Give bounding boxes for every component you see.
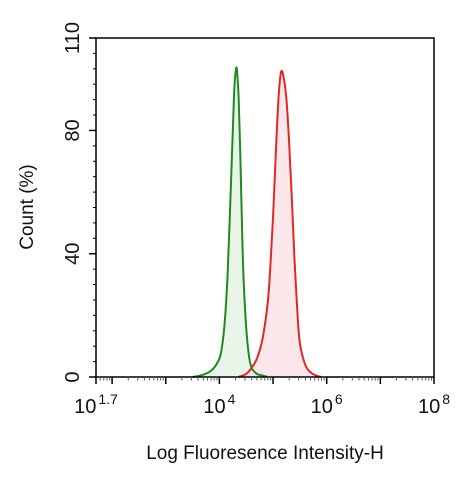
series-lines: [192, 66, 322, 378]
y-ticks: 0 40 80 110: [62, 22, 96, 383]
y-axis-title: Count (%): [17, 164, 38, 250]
y-tick-label: 80: [62, 119, 84, 141]
series-1-line: [192, 66, 268, 378]
y-tick-label: 110: [62, 22, 84, 54]
x-axis-title: Log Fluoresence Intensity-H: [146, 443, 384, 464]
y-tick-label: 0: [62, 371, 84, 382]
x-tick-label: 10 4: [203, 391, 235, 418]
series-fills: [192, 67, 322, 378]
x-tick-label: 10 8: [418, 391, 450, 418]
x-tick-label: 10 6: [311, 391, 343, 418]
series-2-line: [237, 69, 322, 378]
x-tick-label: 10 1.7: [74, 391, 118, 418]
series-2-area: [238, 70, 322, 378]
y-tick-label: 40: [62, 243, 84, 265]
x-ticks: 10 1.7 10 4 10 6 10 8: [74, 377, 450, 418]
